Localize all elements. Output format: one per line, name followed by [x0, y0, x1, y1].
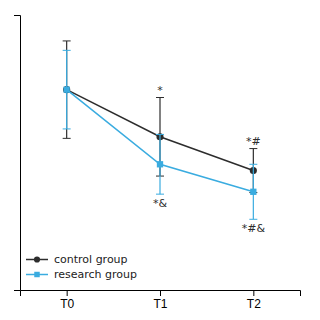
error-bar — [156, 134, 164, 194]
legend-marker — [34, 272, 39, 277]
annotation: *#& — [242, 222, 266, 235]
chart: T0 T1 T2 * *& *# *#& control group research grou… — [0, 0, 320, 320]
x-tick-mark — [160, 290, 161, 296]
series-line — [67, 90, 254, 192]
legend-label: control group — [54, 253, 128, 266]
error-bar — [63, 50, 71, 129]
point — [64, 86, 70, 92]
annotation: *& — [153, 197, 168, 210]
error-bar-cap — [63, 40, 71, 41]
legend: control group research group — [26, 253, 137, 281]
point — [63, 86, 70, 93]
annotation: *# — [246, 135, 261, 148]
legend-item: control group — [26, 253, 128, 266]
error-bar-cap — [63, 138, 71, 139]
error-bar-cap — [156, 134, 164, 135]
error-bar-cap — [249, 219, 257, 220]
y-axis — [14, 16, 21, 291]
legend-marker — [34, 256, 40, 262]
x-tick-label: T2 — [247, 297, 261, 311]
error-bar-cap — [156, 194, 164, 195]
annotations: * *& *# *#& — [153, 84, 265, 236]
error-bar-cap — [249, 148, 257, 149]
x-tick-label: T1 — [153, 297, 167, 311]
series — [63, 50, 258, 219]
y-axis-line — [14, 16, 21, 291]
error-bar — [249, 164, 257, 219]
error-bar-cap — [63, 128, 71, 129]
legend-item: research group — [26, 268, 137, 281]
marks — [63, 41, 258, 219]
error-bar-cap — [156, 97, 164, 98]
point — [250, 189, 256, 195]
x-tick: T0 — [60, 290, 74, 311]
x-tick-label: T0 — [60, 297, 74, 311]
error-bar-cap — [63, 50, 71, 51]
x-tick: T1 — [153, 290, 167, 311]
error-bar — [63, 41, 71, 138]
legend-label: research group — [54, 268, 137, 281]
x-tick-mark — [67, 290, 68, 296]
x-tick: T2 — [247, 290, 261, 311]
plot-area: T0 T1 T2 * *& *# *#& control group research grou… — [14, 16, 301, 311]
x-axis: T0 T1 T2 — [21, 290, 301, 311]
x-tick-mark — [253, 290, 254, 296]
x-axis-line — [21, 291, 301, 297]
annotation: * — [157, 84, 163, 97]
error-bar-cap — [249, 164, 257, 165]
point — [157, 161, 163, 167]
